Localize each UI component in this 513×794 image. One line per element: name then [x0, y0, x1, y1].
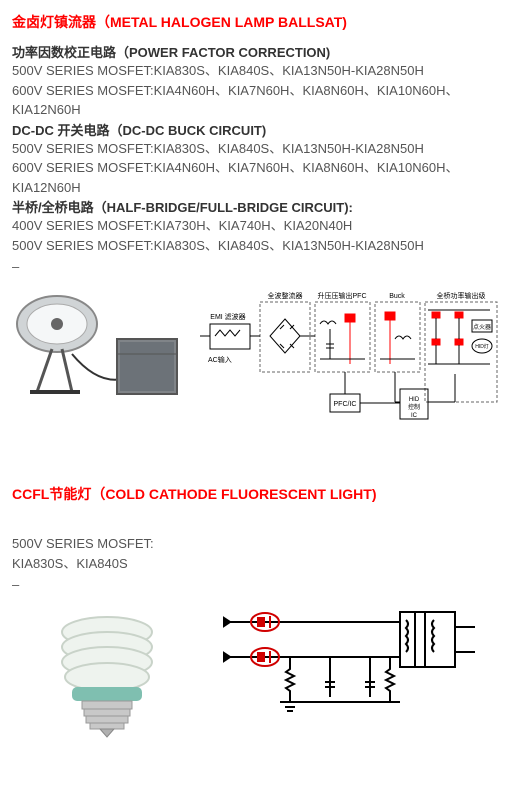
- dc-line1: 500V SERIES MOSFET:KIA830S、KIA840S、KIA13…: [12, 139, 501, 159]
- svg-text:AC输入: AC输入: [208, 355, 232, 364]
- section1-diagram-row: 全波整流器 升压压输出PFC Buck 全桥功率输出级 EMI 滤波器 AC输入: [12, 284, 501, 434]
- pfc-title: 功率因数校正电路（POWER FACTOR CORRECTION): [12, 42, 501, 61]
- svg-text:HID: HID: [409, 397, 420, 403]
- svg-text:升压压输出PFC: 升压压输出PFC: [318, 291, 367, 300]
- pfc-line2: 600V SERIES MOSFET:KIA4N60H、KIA7N60H、KIA…: [12, 81, 501, 120]
- svg-text:全桥功率输出级: 全桥功率输出级: [437, 291, 486, 300]
- svg-text:PFC/IC: PFC/IC: [334, 401, 357, 408]
- svg-text:全波整流器: 全波整流器: [268, 291, 303, 300]
- svg-text:控制: 控制: [408, 403, 420, 411]
- bridge-line2: 500V SERIES MOSFET:KIA830S、KIA840S、KIA13…: [12, 236, 501, 256]
- pfc-line1: 500V SERIES MOSFET:KIA830S、KIA840S、KIA13…: [12, 61, 501, 81]
- svg-text:EMI 滤波器: EMI 滤波器: [210, 312, 245, 321]
- ballast-circuit-svg: 全波整流器 升压压输出PFC Buck 全桥功率输出级 EMI 滤波器 AC输入: [200, 284, 500, 434]
- dc-line2: 600V SERIES MOSFET:KIA4N60H、KIA7N60H、KIA…: [12, 158, 501, 197]
- section2-title: CCFL节能灯（COLD CATHODE FLUORESCENT LIGHT): [12, 484, 501, 504]
- section2-diagram-row: [12, 602, 501, 752]
- svg-text:HID灯: HID灯: [475, 343, 489, 350]
- svg-text:点火器: 点火器: [473, 323, 491, 331]
- bridge-line1: 400V SERIES MOSFET:KIA730H、KIA740H、KIA20…: [12, 216, 501, 236]
- lamp-photo-svg: [12, 284, 192, 424]
- dash1: –: [12, 259, 501, 274]
- section1-title: 金卤灯镇流器（METAL HALOGEN LAMP BALLSAT): [12, 12, 501, 32]
- dash2: –: [12, 577, 501, 592]
- svg-text:IC: IC: [411, 413, 418, 419]
- dc-title: DC-DC 开关电路（DC-DC BUCK CIRCUIT): [12, 120, 501, 139]
- ccfl-circuit-svg: [220, 602, 480, 732]
- sec2-line1: 500V SERIES MOSFET:: [12, 534, 501, 554]
- svg-text:Buck: Buck: [389, 293, 405, 300]
- bridge-title: 半桥/全桥电路（HALF-BRIDGE/FULL-BRIDGE CIRCUIT)…: [12, 197, 501, 216]
- sec2-line2: KIA830S、KIA840S: [12, 554, 501, 574]
- cfl-bulb-svg: [12, 602, 212, 752]
